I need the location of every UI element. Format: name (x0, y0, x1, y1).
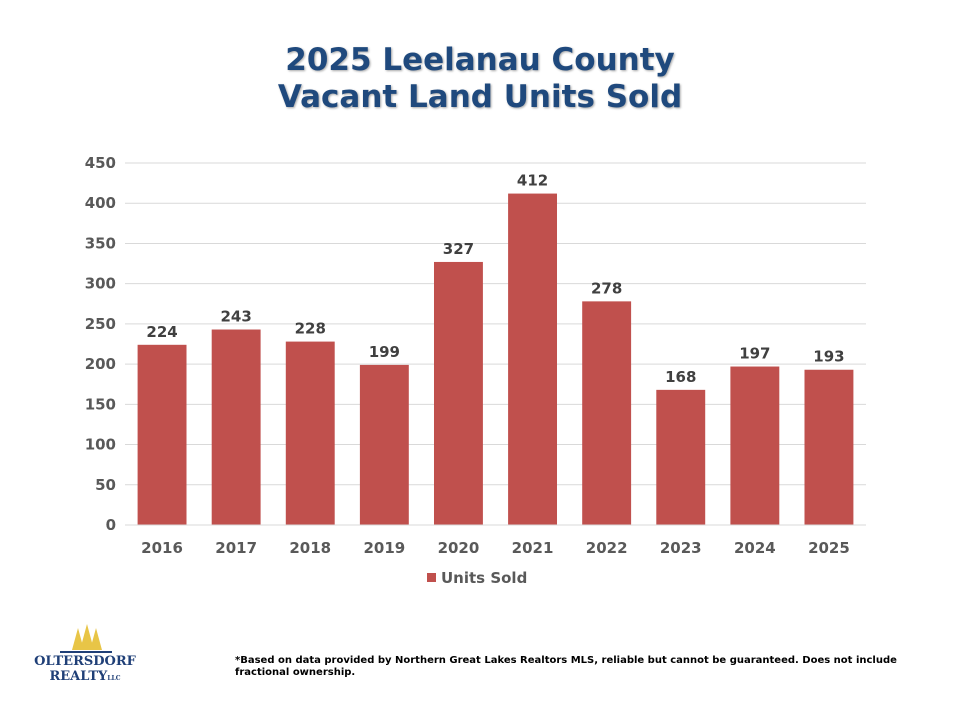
bar-2021 (508, 193, 558, 525)
data-label-2020: 327 (443, 240, 474, 258)
y-tick-label-200: 200 (85, 355, 116, 373)
logo-text-realty: REALTYLLC (30, 669, 140, 684)
x-tick-label-2025: 2025 (808, 539, 850, 557)
bar-2017 (211, 329, 261, 525)
x-tick-label-2024: 2024 (734, 539, 776, 557)
data-label-2022: 278 (591, 279, 622, 297)
x-tick-label-2021: 2021 (512, 539, 554, 557)
company-logo: OLTERSDORF REALTYLLC (30, 624, 140, 686)
y-tick-label-350: 350 (85, 234, 116, 252)
chart-title-line-2: Vacant Land Units Sold (277, 79, 683, 115)
x-tick-label-2019: 2019 (363, 539, 405, 557)
y-tick-label-450: 450 (85, 154, 116, 172)
data-label-2021: 412 (517, 172, 548, 190)
y-tick-label-150: 150 (85, 395, 116, 413)
y-tick-label-250: 250 (85, 315, 116, 333)
y-tick-label-300: 300 (85, 275, 116, 293)
data-label-2023: 168 (665, 368, 696, 386)
footnote: *Based on data provided by Northern Grea… (235, 655, 897, 678)
x-tick-label-2018: 2018 (289, 539, 331, 557)
bar-2020 (433, 261, 483, 525)
pine-trees-icon (60, 624, 112, 653)
x-tick-label-2017: 2017 (215, 539, 257, 557)
bar-2016 (137, 344, 187, 525)
y-tick-label-0: 0 (106, 516, 116, 534)
bar-2025 (804, 369, 854, 525)
bar-2022 (582, 301, 632, 525)
chart-title-line-1: 2025 Leelanau County (285, 42, 675, 78)
logo-text-llc: LLC (107, 675, 121, 682)
data-label-2017: 243 (220, 308, 251, 326)
x-tick-label-2020: 2020 (438, 539, 480, 557)
x-tick-label-2016: 2016 (141, 539, 183, 557)
bar-2019 (359, 364, 409, 525)
legend-swatch (427, 573, 436, 582)
y-tick-label-100: 100 (85, 436, 116, 454)
bar-2024 (730, 366, 780, 525)
data-label-2024: 197 (739, 345, 770, 363)
y-tick-label-400: 400 (85, 194, 116, 212)
data-label-2025: 193 (813, 348, 844, 366)
bar-2018 (285, 341, 335, 525)
data-label-2019: 199 (369, 343, 400, 361)
legend-label: Units Sold (441, 569, 527, 587)
bar-chart: 0 50 100 150 200 250 300 350 400 450 224 2016 243 201… (85, 154, 866, 587)
data-label-2018: 228 (295, 320, 326, 338)
logo-text-oltersdorf: OLTERSDORF (34, 654, 136, 669)
y-tick-label-50: 50 (95, 476, 116, 494)
data-label-2016: 224 (146, 323, 177, 341)
bar-2023 (656, 389, 706, 525)
x-tick-label-2023: 2023 (660, 539, 702, 557)
logo-text-realty-word: REALTY (49, 669, 108, 684)
x-tick-label-2022: 2022 (586, 539, 628, 557)
